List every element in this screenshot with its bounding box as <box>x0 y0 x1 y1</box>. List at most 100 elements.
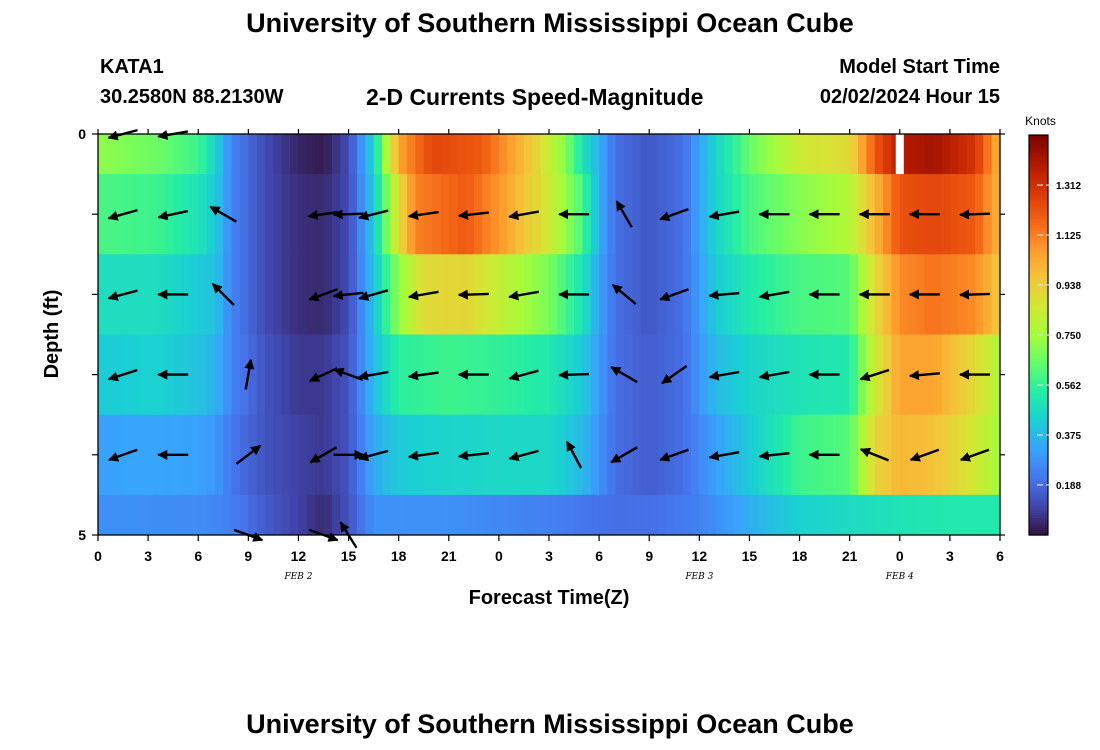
heatmap-cell-band0 <box>231 134 241 175</box>
colorbar-segment <box>1029 292 1048 296</box>
heatmap-cell-band2 <box>682 254 692 336</box>
heatmap-cell-band1 <box>123 174 133 255</box>
heatmap-cell-band5 <box>106 494 116 535</box>
heatmap-cell-band5 <box>891 494 901 535</box>
colorbar-segment <box>1029 490 1048 494</box>
heatmap-cell-band3 <box>281 334 291 416</box>
heatmap-cell-band3 <box>891 334 901 416</box>
colorbar-segment <box>1029 287 1048 291</box>
heatmap-cell-band5 <box>290 494 300 535</box>
heatmap-cell-band5 <box>98 494 107 535</box>
heatmap-cell-band2 <box>632 254 642 336</box>
heatmap-cell-band3 <box>123 334 133 416</box>
heatmap-cell-band1 <box>181 174 191 255</box>
current-vector-arrow <box>407 450 439 461</box>
heatmap-cell-band0 <box>549 134 558 175</box>
heatmap-cell-band5 <box>448 494 458 535</box>
colorbar-segment <box>1029 352 1048 356</box>
heatmap-cell-band2 <box>239 254 249 336</box>
heatmap-cell-band5 <box>916 494 926 535</box>
heatmap-cell-band5 <box>323 494 333 535</box>
colorbar-tick-label: 0.938 <box>1056 281 1081 292</box>
heatmap-cell-band2 <box>281 254 291 336</box>
heatmap-cell-band1 <box>156 174 166 255</box>
heatmap-cell-band1 <box>841 174 851 255</box>
heatmap-cell-band2 <box>799 254 809 336</box>
heatmap-cell-band1 <box>139 174 149 255</box>
heatmap-cell-band4 <box>799 414 809 496</box>
heatmap-cell-band3 <box>690 334 700 416</box>
heatmap-cell-band2 <box>507 254 517 336</box>
heatmap-cell-band5 <box>540 494 550 535</box>
heatmap-cell-band1 <box>189 174 199 255</box>
heatmap-cell-band2 <box>214 254 224 336</box>
heatmap-cell-band1 <box>490 174 500 255</box>
heatmap-cell-band3 <box>991 334 1000 416</box>
x-tick-label: 21 <box>441 548 457 564</box>
heatmap-cell-band2 <box>749 254 759 336</box>
heatmap-cell-band0 <box>214 134 224 175</box>
heatmap-cell-band1 <box>298 174 308 255</box>
colorbar-segment <box>1029 285 1048 289</box>
current-vector-arrow <box>211 282 235 306</box>
heatmap-cell-band2 <box>139 254 149 336</box>
heatmap-cell-band5 <box>231 494 241 535</box>
y-axis: 05 <box>78 126 1005 543</box>
heatmap-cell-band5 <box>315 494 325 535</box>
heatmap-cell-band0 <box>540 134 550 175</box>
station-coordinates: 30.2580N 88.2130W <box>100 86 284 108</box>
date-label: FEB 4 <box>885 572 914 582</box>
colorbar-segment <box>1029 302 1048 306</box>
colorbar-segment <box>1029 487 1048 491</box>
heatmap-cell-band4 <box>281 414 291 496</box>
current-vector-arrow <box>659 448 689 462</box>
heatmap-cell-band3 <box>749 334 759 416</box>
heatmap-cell-band0 <box>290 134 300 175</box>
heatmap-cell-band0 <box>532 134 542 175</box>
heatmap-cell-band4 <box>290 414 300 496</box>
colorbar-tick-label: 1.125 <box>1056 231 1081 242</box>
colorbar-segment <box>1029 300 1048 304</box>
heatmap-cell-band0 <box>991 134 1000 175</box>
heatmap-cell-band5 <box>498 494 508 535</box>
heatmap-cell-band5 <box>189 494 199 535</box>
colorbar-segment <box>1029 337 1048 341</box>
heatmap-cells <box>98 134 1000 535</box>
heatmap-cell-band0 <box>123 134 133 175</box>
colorbar-segment <box>1029 222 1048 226</box>
heatmap-cell-band5 <box>832 494 842 535</box>
colorbar-segment <box>1029 167 1048 171</box>
heatmap-cell-band5 <box>749 494 759 535</box>
heatmap-cell-band2 <box>498 254 508 336</box>
colorbar-segment <box>1029 207 1048 211</box>
heatmap-cell-band3 <box>390 334 400 416</box>
current-vector-arrow <box>758 450 790 461</box>
heatmap-cell-band2 <box>306 254 316 336</box>
colorbar-segment <box>1029 482 1048 486</box>
heatmap-cell-band0 <box>139 134 149 175</box>
heatmap-cell-band0 <box>365 134 375 175</box>
heatmap-cell-band5 <box>741 494 751 535</box>
heatmap-cell-band0 <box>607 134 617 175</box>
x-tick-label: 12 <box>291 548 307 564</box>
heatmap-cell-band5 <box>123 494 133 535</box>
heatmap-cell-band0 <box>899 134 909 175</box>
heatmap-cell-band0 <box>498 134 508 175</box>
current-vector-arrow <box>357 370 389 381</box>
heatmap-cell-band3 <box>440 334 450 416</box>
heatmap-cell-band4 <box>933 414 943 496</box>
heatmap-cell-band4 <box>924 414 934 496</box>
heatmap-cell-band1 <box>398 174 408 255</box>
colorbar-segment <box>1029 485 1048 489</box>
colorbar-segment <box>1029 525 1048 529</box>
heatmap-cell-band1 <box>532 174 542 255</box>
y-tick-label: 0 <box>78 126 86 142</box>
heatmap-cell-band0 <box>649 134 659 175</box>
heatmap-cell-band3 <box>607 334 617 416</box>
colorbar-segment <box>1029 232 1048 236</box>
colorbar-tick-label: 1.312 <box>1056 181 1081 192</box>
colorbar-segment <box>1029 282 1048 286</box>
heatmap-cell-band3 <box>782 334 792 416</box>
current-vector-arrow <box>615 200 633 228</box>
heatmap-cell-band3 <box>507 334 517 416</box>
